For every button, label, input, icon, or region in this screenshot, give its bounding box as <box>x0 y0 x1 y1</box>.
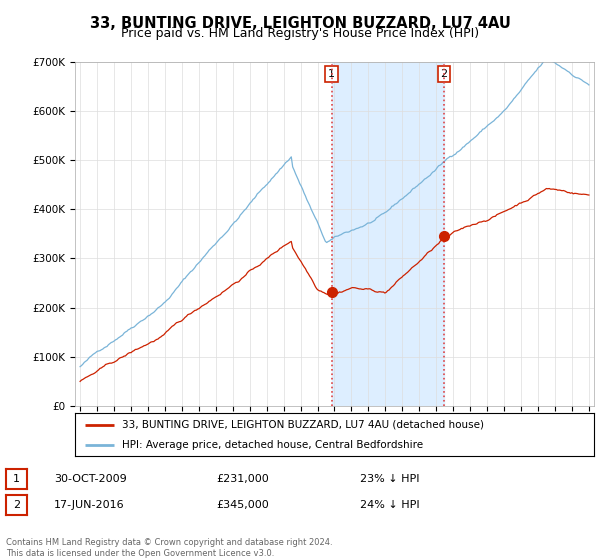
Bar <box>332 62 444 406</box>
Text: 24% ↓ HPI: 24% ↓ HPI <box>360 500 419 510</box>
Text: 1: 1 <box>328 69 335 79</box>
Text: 2: 2 <box>440 69 448 79</box>
Text: 23% ↓ HPI: 23% ↓ HPI <box>360 474 419 484</box>
Text: £345,000: £345,000 <box>216 500 269 510</box>
Text: 33, BUNTING DRIVE, LEIGHTON BUZZARD, LU7 4AU (detached house): 33, BUNTING DRIVE, LEIGHTON BUZZARD, LU7… <box>122 420 484 430</box>
Text: 17-JUN-2016: 17-JUN-2016 <box>54 500 125 510</box>
Text: 1: 1 <box>13 474 20 484</box>
Text: 30-OCT-2009: 30-OCT-2009 <box>54 474 127 484</box>
Text: HPI: Average price, detached house, Central Bedfordshire: HPI: Average price, detached house, Cent… <box>122 441 423 450</box>
Text: £231,000: £231,000 <box>216 474 269 484</box>
Text: Price paid vs. HM Land Registry's House Price Index (HPI): Price paid vs. HM Land Registry's House … <box>121 27 479 40</box>
Text: 33, BUNTING DRIVE, LEIGHTON BUZZARD, LU7 4AU: 33, BUNTING DRIVE, LEIGHTON BUZZARD, LU7… <box>89 16 511 31</box>
Text: Contains HM Land Registry data © Crown copyright and database right 2024.
This d: Contains HM Land Registry data © Crown c… <box>6 538 332 558</box>
Text: 2: 2 <box>13 500 20 510</box>
